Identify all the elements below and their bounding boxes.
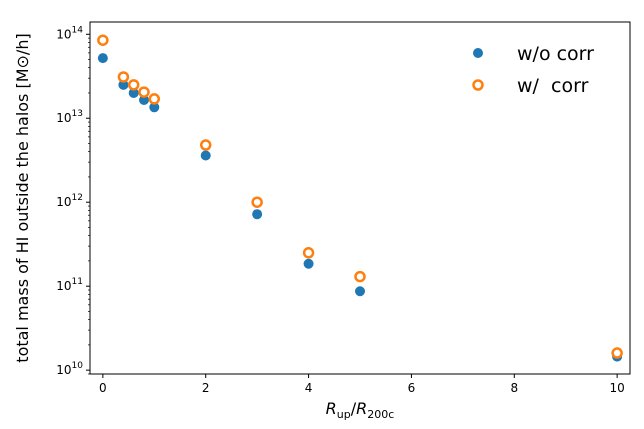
y-tick-label: 1012 [56, 193, 83, 209]
legend-label-with-corr: w/ corr [517, 75, 589, 97]
x-tick-label: 4 [305, 381, 313, 395]
y-tick-label: 1011 [56, 277, 83, 293]
data-point-with-corr [148, 93, 161, 105]
data-point-without-corr [128, 87, 139, 98]
y-tick-label: 1014 [56, 25, 83, 41]
data-points [97, 34, 623, 362]
x-tick-label: 6 [408, 381, 416, 395]
legend: w/o corr w/ corr [472, 43, 594, 97]
data-point-without-corr [303, 258, 314, 269]
data-point-without-corr [139, 94, 149, 105]
data-point-without-corr [252, 209, 263, 220]
data-point-without-corr [355, 286, 365, 297]
data-point-with-corr [117, 71, 130, 83]
x-tick-label: 10 [610, 381, 625, 395]
data-point-without-corr [200, 150, 211, 161]
plot-frame [89, 21, 631, 375]
data-point-with-corr [251, 196, 263, 208]
data-point-without-corr [97, 53, 108, 64]
data-point-with-corr [354, 270, 366, 283]
data-point-with-corr [127, 79, 140, 91]
y-axis-label: total mass of HI outside the halos [M⊙/h… [13, 33, 32, 362]
x-tick-label: 0 [99, 381, 107, 395]
data-point-with-corr [138, 86, 150, 98]
data-point-without-corr [149, 102, 160, 113]
x-tick-label: 8 [510, 381, 518, 395]
legend-marker-with-corr [472, 79, 484, 91]
data-point-without-corr [118, 79, 129, 90]
legend-marker-without-corr [473, 48, 483, 58]
data-point-with-corr [611, 347, 623, 359]
legend-label-without-corr: w/o corr [517, 43, 594, 65]
y-tick-label: 1013 [56, 109, 83, 125]
x-tick-label: 2 [202, 381, 210, 395]
plot-background [90, 22, 630, 374]
y-tick-label: 1010 [56, 361, 83, 377]
data-point-with-corr [97, 34, 109, 46]
x-axis-label: Rup/R200c [326, 399, 395, 421]
data-point-with-corr [302, 247, 315, 259]
data-point-with-corr [199, 139, 212, 151]
